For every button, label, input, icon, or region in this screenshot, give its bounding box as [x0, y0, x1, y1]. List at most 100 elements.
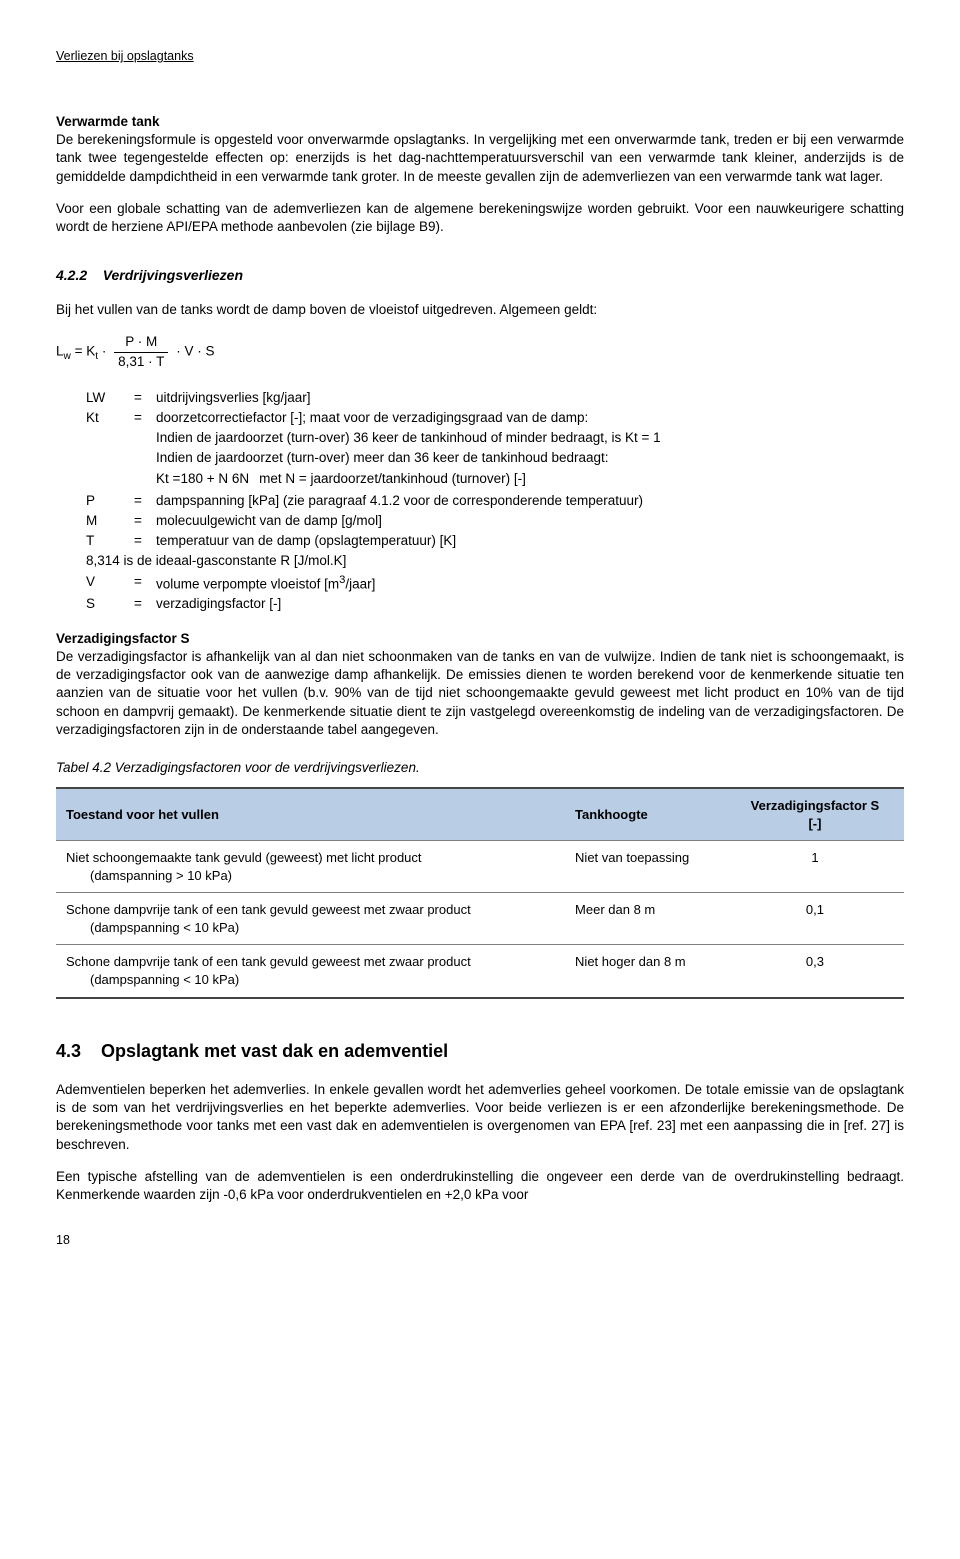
def-eq: = [134, 532, 156, 550]
def-v-pre: volume verpompte vloeistof [m [156, 576, 339, 591]
section-title: Verdrijvingsverliezen [103, 267, 243, 283]
sym-t: t [95, 410, 99, 425]
f-K: K [86, 344, 95, 359]
th-tankhoogte: Tankhoogte [565, 788, 726, 841]
formula-lw: Lw = Kt · P · M 8,31 · T · V · S [56, 333, 904, 370]
f-t: t [95, 351, 98, 362]
def-kt-line2: Indien de jaardoorzet (turn-over) meer d… [156, 449, 904, 467]
ktf-t: t [165, 470, 169, 488]
td-c1-sub: (damspanning > 10 kPa) [90, 867, 555, 885]
f-eq: = [75, 344, 83, 359]
td-factor: 0,3 [726, 945, 904, 998]
f-dot-den: · [148, 354, 153, 369]
def-v-post: /jaar] [345, 576, 375, 591]
paragraph-global-estimate: Voor een globale schatting van de ademve… [56, 200, 904, 236]
def-eq: = [134, 573, 156, 591]
def-eq: = [134, 512, 156, 530]
para-text: De berekeningsformule is opgesteld voor … [56, 132, 904, 183]
para-text-vs: De verzadigingsfactor is afhankelijk van… [56, 649, 904, 737]
para-title-verwarmde-tank: Verwarmde tank [56, 114, 160, 129]
f-w: w [64, 351, 71, 362]
td-c1-sub: (dampspanning < 10 kPa) [90, 971, 555, 989]
section-4-2-2-heading: 4.2.2 Verdrijvingsverliezen [56, 266, 904, 285]
th-toestand: Toestand voor het vullen [56, 788, 565, 841]
paragraph-43-2: Een typische afstelling van de ademventi… [56, 1168, 904, 1204]
table-row: Niet schoongemaakte tank gevuld (geweest… [56, 841, 904, 893]
th-c3-l1: Verzadigingsfactor S [751, 798, 880, 813]
td-c1-main: Niet schoongemaakte tank gevuld (geweest… [66, 850, 422, 865]
td-c1-main: Schone dampvrije tank of een tank gevuld… [66, 954, 471, 969]
def-eq: = [134, 492, 156, 510]
page-number: 18 [56, 1232, 904, 1249]
sym-K: K [86, 410, 95, 425]
td-tankhoogte: Niet van toepassing [565, 841, 726, 893]
definitions-list: LW = uitdrijvingsverlies [kg/jaar] Kt = … [86, 389, 904, 614]
td-c1-main: Schone dampvrije tank of een tank gevuld… [66, 902, 471, 917]
ktf-den: 6N [232, 471, 249, 486]
def-r-line: 8,314 is de ideaal-gasconstante R [J/mol… [86, 552, 904, 570]
def-r: 8,314 is de ideaal-gasconstante R [J/mol… [86, 552, 904, 570]
def-p: P = dampspanning [kPa] (zie paragraaf 4.… [86, 492, 904, 510]
section-title: Opslagtank met vast dak en ademventiel [101, 1041, 448, 1061]
td-factor: 0,1 [726, 893, 904, 945]
td-toestand: Schone dampvrije tank of een tank gevuld… [56, 893, 565, 945]
def-t-desc: temperatuur van de damp (opslagtemperatu… [156, 532, 904, 550]
ktf-K: K [156, 470, 165, 488]
f-dot1: · [102, 344, 107, 359]
sym-M: M [86, 512, 134, 530]
f-P: P [125, 334, 134, 349]
table-verzadigingsfactoren: Toestand voor het vullen Tankhoogte Verz… [56, 787, 904, 998]
paragraph-422-intro: Bij het vullen van de tanks wordt de dam… [56, 301, 904, 319]
paragraph-43-1: Ademventielen beperken het ademverlies. … [56, 1081, 904, 1154]
f-frac: P · M 8,31 · T [114, 333, 168, 370]
td-factor: 1 [726, 841, 904, 893]
section-4-3-heading: 4.3 Opslagtank met vast dak en ademventi… [56, 1039, 904, 1063]
f-dot3: · [197, 344, 202, 359]
th-c3-l2: [-] [808, 816, 821, 831]
f-dot-num: · [138, 334, 143, 349]
def-t: T = temperatuur van de damp (opslagtempe… [86, 532, 904, 550]
def-m-desc: molecuulgewicht van de damp [g/mol] [156, 512, 904, 530]
td-toestand: Niet schoongemaakte tank gevuld (geweest… [56, 841, 565, 893]
sym-S: S [86, 595, 134, 613]
def-v: V = volume verpompte vloeistof [m3/jaar] [86, 573, 904, 594]
paragraph-verwarmde-tank: Verwarmde tank De berekeningsformule is … [56, 113, 904, 186]
f-M: M [146, 334, 157, 349]
ktf-frac: 180 + N 6N [180, 470, 249, 488]
def-eq: = [134, 595, 156, 613]
table-row: Schone dampvrije tank of een tank gevuld… [56, 893, 904, 945]
def-s-desc: verzadigingsfactor [-] [156, 595, 904, 613]
table-row: Schone dampvrije tank of een tank gevuld… [56, 945, 904, 998]
def-m: M = molecuulgewicht van de damp [g/mol] [86, 512, 904, 530]
sym-P: P [86, 492, 134, 510]
kt-line1-tail: = 1 [638, 430, 661, 445]
ktf-after: met N = jaardoorzet/tankinhoud (turnover… [259, 470, 526, 488]
td-tankhoogte: Meer dan 8 m [565, 893, 726, 945]
th-verzadigingsfactor: Verzadigingsfactor S [-] [726, 788, 904, 841]
def-kt-frac: Kt = 180 + N 6N met N = jaardoorzet/tank… [156, 470, 904, 488]
paragraph-verzadigingsfactor: Verzadigingsfactor S De verzadigingsfact… [56, 630, 904, 739]
f-V: V [184, 344, 193, 359]
td-tankhoogte: Niet hoger dan 8 m [565, 945, 726, 998]
def-eq: = [134, 389, 156, 407]
ktf-num: 180 + N [180, 471, 228, 486]
def-s: S = verzadigingsfactor [-] [86, 595, 904, 613]
f-dot2: · [176, 344, 181, 359]
sym-T: T [86, 532, 134, 550]
sym-V: V [86, 573, 134, 591]
f-831: 8,31 [118, 354, 144, 369]
section-number: 4.2.2 [56, 267, 87, 283]
f-L: L [56, 344, 64, 359]
def-lw-desc: uitdrijvingsverlies [kg/jaar] [156, 389, 904, 407]
para-title-verzadigingsfactor: Verzadigingsfactor S [56, 631, 190, 646]
f-T: T [156, 354, 164, 369]
td-c1-sub: (dampspanning < 10 kPa) [90, 919, 555, 937]
table-header-row: Toestand voor het vullen Tankhoogte Verz… [56, 788, 904, 841]
def-eq: = [134, 409, 156, 427]
sym-w: W [93, 390, 106, 405]
def-kt: Kt = doorzetcorrectiefactor [-]; maat vo… [86, 409, 904, 427]
def-kt-line1: Indien de jaardoorzet (turn-over) 36 kee… [156, 429, 904, 447]
def-kt-desc: doorzetcorrectiefactor [-]; maat voor de… [156, 409, 904, 427]
f-S: S [206, 344, 215, 359]
def-p-desc: dampspanning [kPa] (zie paragraaf 4.1.2 … [156, 492, 904, 510]
